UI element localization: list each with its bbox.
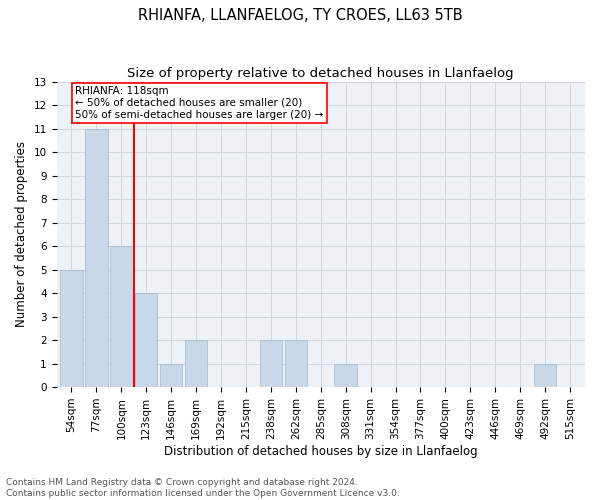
Bar [534, 364, 556, 387]
Bar [135, 293, 157, 387]
Text: RHIANFA, LLANFAELOG, TY CROES, LL63 5TB: RHIANFA, LLANFAELOG, TY CROES, LL63 5TB [137, 8, 463, 22]
Title: Size of property relative to detached houses in Llanfaelog: Size of property relative to detached ho… [127, 68, 514, 80]
Bar [85, 128, 107, 387]
Text: RHIANFA: 118sqm
← 50% of detached houses are smaller (20)
50% of semi-detached h: RHIANFA: 118sqm ← 50% of detached houses… [75, 86, 323, 120]
Text: Contains HM Land Registry data © Crown copyright and database right 2024.
Contai: Contains HM Land Registry data © Crown c… [6, 478, 400, 498]
Bar [334, 364, 357, 387]
Bar [60, 270, 83, 387]
Bar [284, 340, 307, 387]
Bar [260, 340, 282, 387]
X-axis label: Distribution of detached houses by size in Llanfaelog: Distribution of detached houses by size … [164, 444, 478, 458]
Bar [160, 364, 182, 387]
Y-axis label: Number of detached properties: Number of detached properties [15, 142, 28, 328]
Bar [110, 246, 133, 387]
Bar [185, 340, 208, 387]
